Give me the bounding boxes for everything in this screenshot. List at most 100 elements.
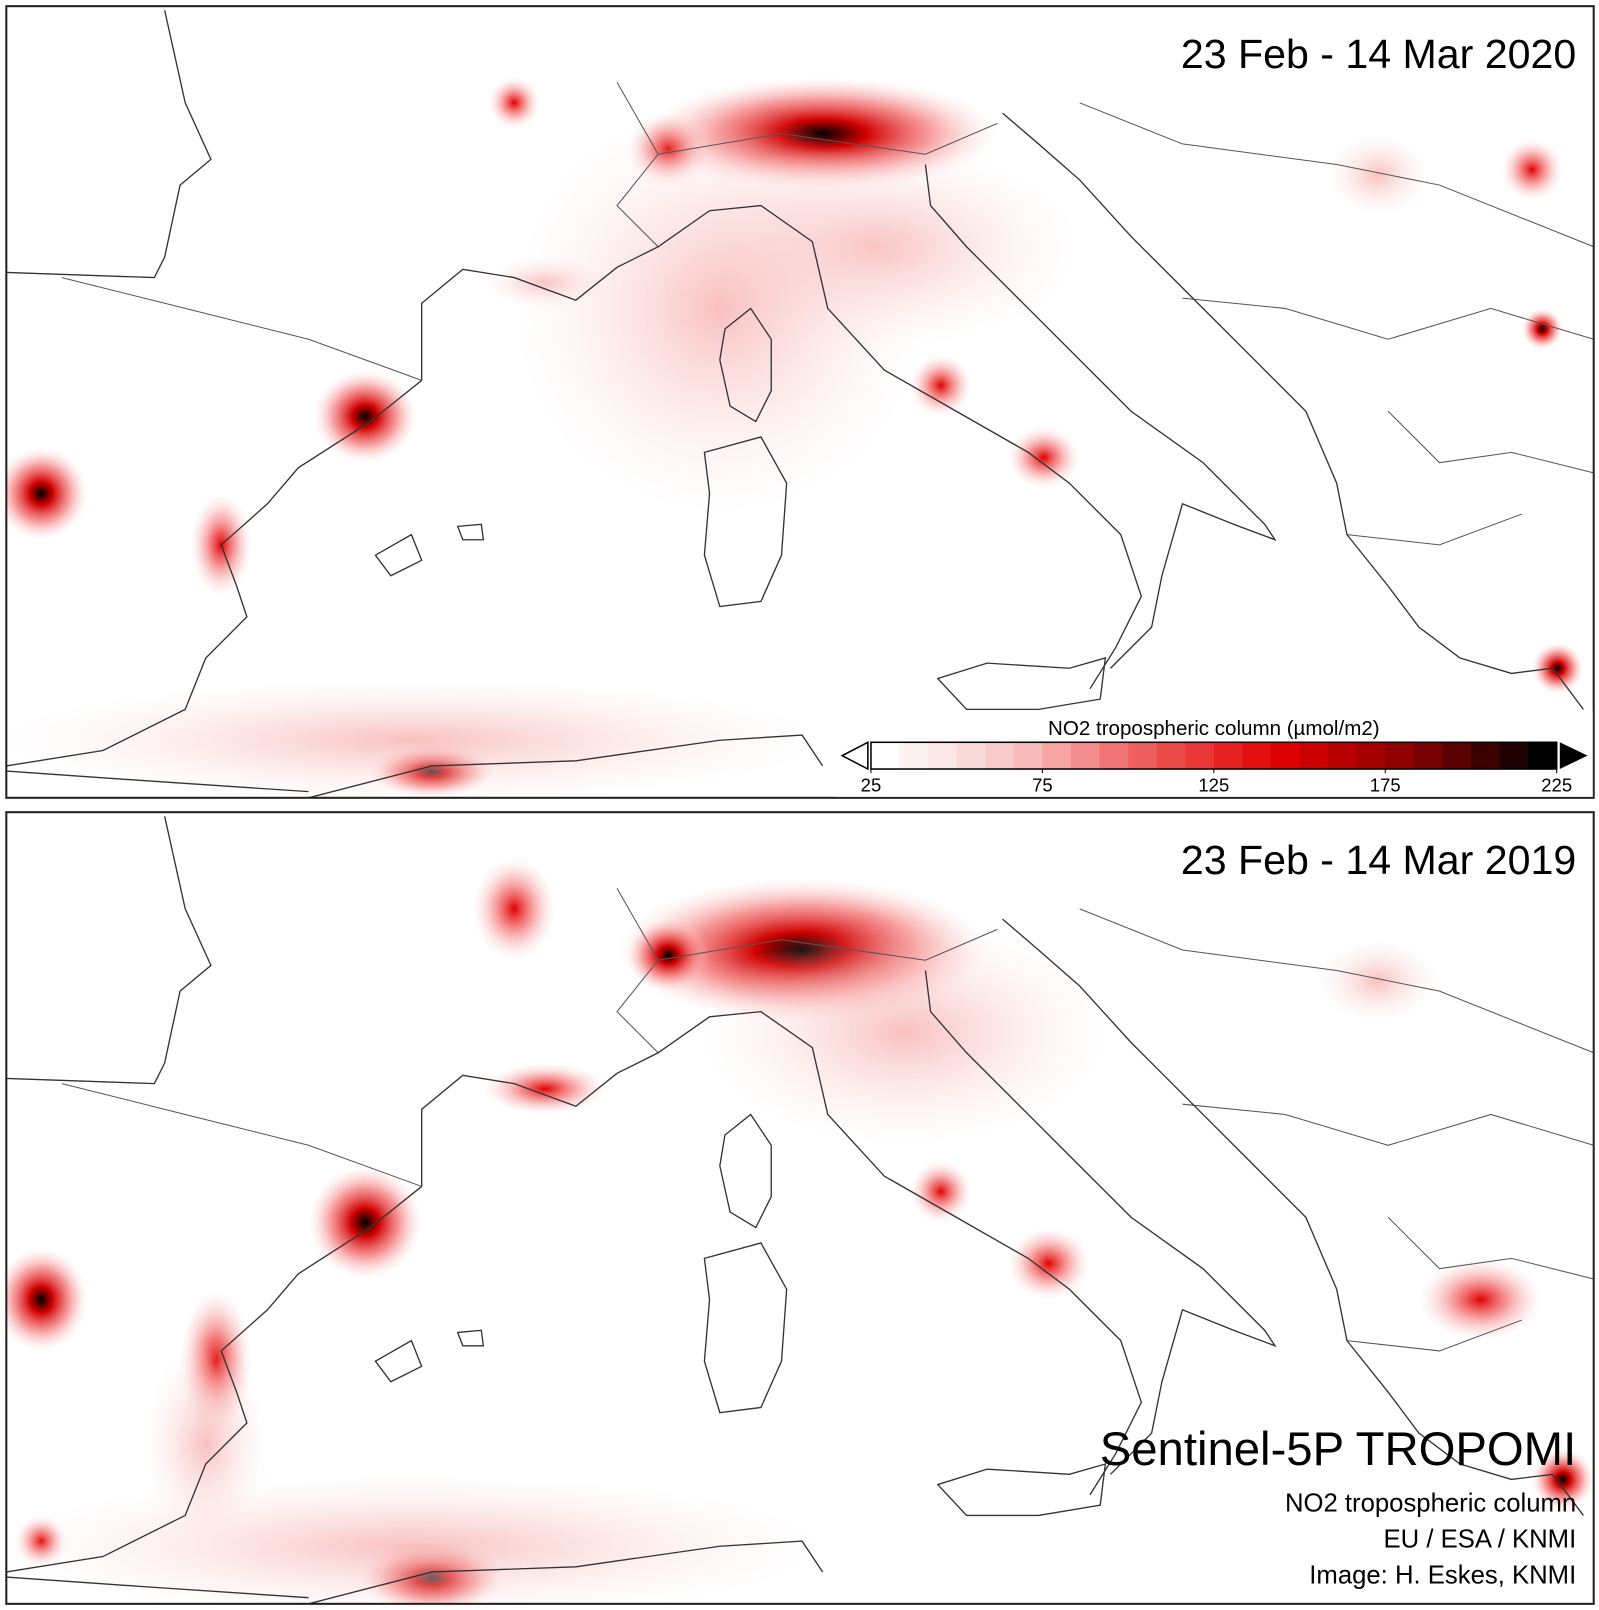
colorbar-step [1070,742,1101,770]
colorbar-step [899,742,929,770]
country-border [616,81,659,248]
no2-plume [1007,1227,1090,1300]
no2-plume [1521,308,1563,350]
colorbar-tick-label: 125 [1198,775,1229,796]
country-border [1079,102,1594,248]
colorbar-step [1328,742,1358,770]
title-box [1108,824,1592,895]
coastline [456,1329,485,1347]
country-border [1346,513,1522,546]
country-border [1079,908,1594,1054]
coastline [924,970,1277,1475]
no2-plume [910,1160,972,1223]
country-border [61,277,422,381]
coastline [374,533,423,577]
coastline [6,816,212,1085]
colorbar-step [1470,742,1501,770]
no2-plume [6,678,823,798]
panel-title: 23 Feb - 14 Mar 2020 [1181,31,1576,77]
country-border [1182,297,1594,340]
no2-plume [308,1165,422,1279]
coastline [421,1010,1143,1496]
country-border [616,888,659,1054]
colorbar-step [1442,742,1472,770]
no2-plume [6,1248,88,1351]
country-border [1387,410,1594,474]
credits-line: EU / ESA / KNMI [1384,1525,1577,1553]
no2-plume [483,1063,607,1115]
panel-frame [5,5,1595,799]
coastline [1002,918,1584,1516]
no2-plume [1532,642,1584,694]
colorbar-step [1099,742,1129,770]
country-border [658,928,998,961]
country-border [658,122,998,155]
coastline [703,1242,788,1414]
colorbar-tick-label: 225 [1541,775,1572,796]
no2-plume [6,447,88,540]
coastline [6,10,212,279]
no2-plume [627,919,710,992]
coastline [308,1540,824,1604]
coastline [421,204,1143,690]
map-area [6,812,1594,1604]
coastline [719,307,772,423]
coastline [936,657,1107,711]
no2-plume [1532,1448,1594,1511]
colorbar-step [1413,742,1443,770]
no2-plume [1418,1258,1543,1341]
map-panel: 23 Feb - 14 Mar 2020 [5,5,1595,799]
map-area [6,6,1594,798]
no2-plume [1007,426,1080,489]
coastline [936,1463,1107,1517]
coastline [719,1113,772,1229]
colorbar-extend-low [840,741,869,771]
coastline [308,734,824,798]
colorbar-step [956,742,986,770]
no2-plume [473,857,556,961]
no2-plume [313,370,417,463]
colorbar-step [1213,742,1243,770]
no2-plume [1316,939,1440,1022]
credits-title: Sentinel-5P TROPOMI [1100,1423,1577,1476]
colorbar-step [1242,742,1272,770]
colorbar-step [1385,742,1415,770]
colorbar-tick-label: 75 [1032,775,1053,796]
no2-plume [514,102,926,515]
colorbar-label: NO2 tropospheric column (µmol/m2) [1048,717,1380,740]
colorbar-extend-high [1559,742,1588,770]
colorbar-tick-label: 175 [1370,775,1401,796]
no2-plume [144,1340,268,1547]
no2-plume [910,354,972,417]
no2-plume [1501,138,1563,201]
colorbar-step [1528,742,1558,770]
colorbar-step [1356,742,1386,770]
country-border [1346,1319,1522,1352]
colorbar-step [1042,742,1072,770]
credits-line: NO2 tropospheric column [1285,1489,1576,1517]
country-border [61,1083,422,1187]
panel-frame [5,811,1595,1605]
colorbar-step [1128,742,1158,770]
colorbar-step [985,742,1015,770]
colorbar-step [1299,742,1329,770]
no2-plume [488,77,540,129]
coastline [6,1185,423,1573]
colorbar-step [870,742,901,770]
colorbar-step [1013,742,1043,770]
credits: Sentinel-5P TROPOMI NO2 tropospheric colu… [1100,1423,1577,1589]
colorbar-step [1156,742,1186,770]
colorbar-step [1185,742,1215,770]
colorbar-step [1499,742,1529,770]
colorbar-step [1270,742,1301,770]
coastline [374,1339,423,1383]
coastline [6,1576,309,1599]
no2-plume [1326,133,1430,216]
credits-line: Image: H. Eskes, KNMI [1309,1561,1576,1589]
coastline [456,523,485,541]
coastline [703,436,788,608]
title-box [1108,18,1592,89]
coastline [6,770,309,793]
map-panel: 23 Feb - 14 Mar 2019 [5,811,1595,1605]
